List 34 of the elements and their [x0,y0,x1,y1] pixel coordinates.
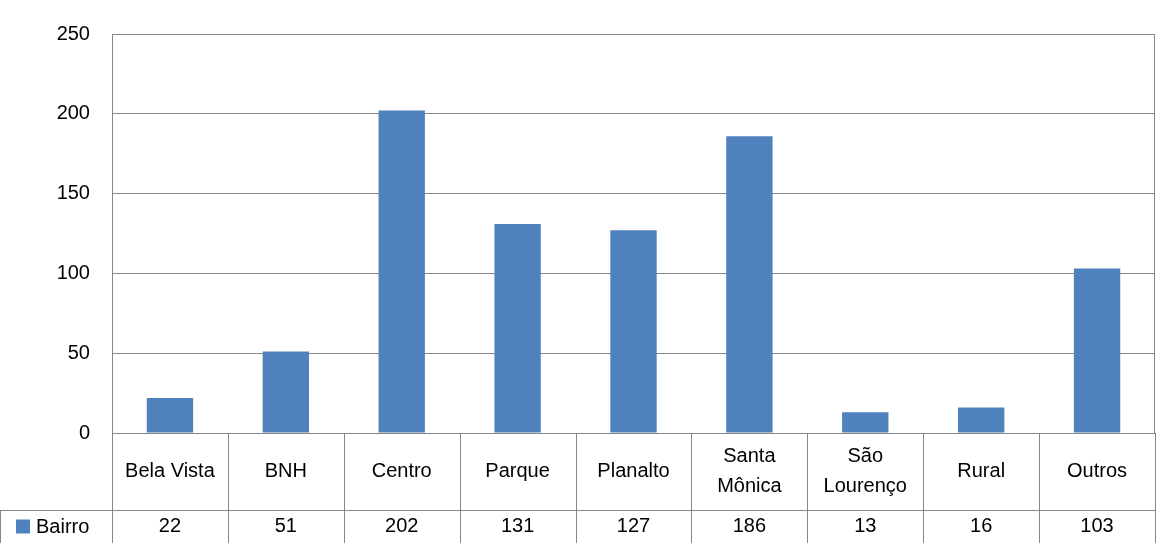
x-tick-label: Centro [371,458,432,481]
data-label: 103 [1080,514,1114,537]
x-tick-label: Rural [957,458,1006,481]
x-tick-label: São Lourenço [823,443,907,496]
bar [378,110,425,433]
data-label: 16 [970,514,993,537]
bar [842,412,889,433]
x-tick-label: Santa Mônica [717,443,783,496]
bar [262,351,310,433]
bar [494,223,541,433]
data-label: 127 [616,514,651,537]
bar [957,407,1005,433]
bar [146,397,194,433]
x-tick-label: Outros [1067,458,1128,481]
bar [610,230,657,433]
x-tick-label: Bela Vista [125,458,216,481]
x-tick-label: BNH [264,458,307,481]
y-tick-label: 250 [56,21,90,44]
data-label: 186 [732,514,767,537]
y-tick-label: 150 [56,181,90,204]
bar [1073,268,1121,433]
y-tick-label: 200 [56,101,90,124]
y-tick-label: 0 [78,420,90,443]
legend-label: Bairro [36,515,90,538]
data-label: 13 [854,514,877,537]
y-tick-label: 50 [67,340,90,363]
data-label: 202 [385,514,419,537]
data-label: 22 [158,514,182,537]
data-label: 131 [500,514,535,537]
bar [726,136,773,433]
data-label: 51 [274,514,297,537]
y-tick-label: 100 [56,260,90,283]
x-tick-label: Planalto [597,458,670,481]
x-tick-label: Parque [485,458,550,481]
